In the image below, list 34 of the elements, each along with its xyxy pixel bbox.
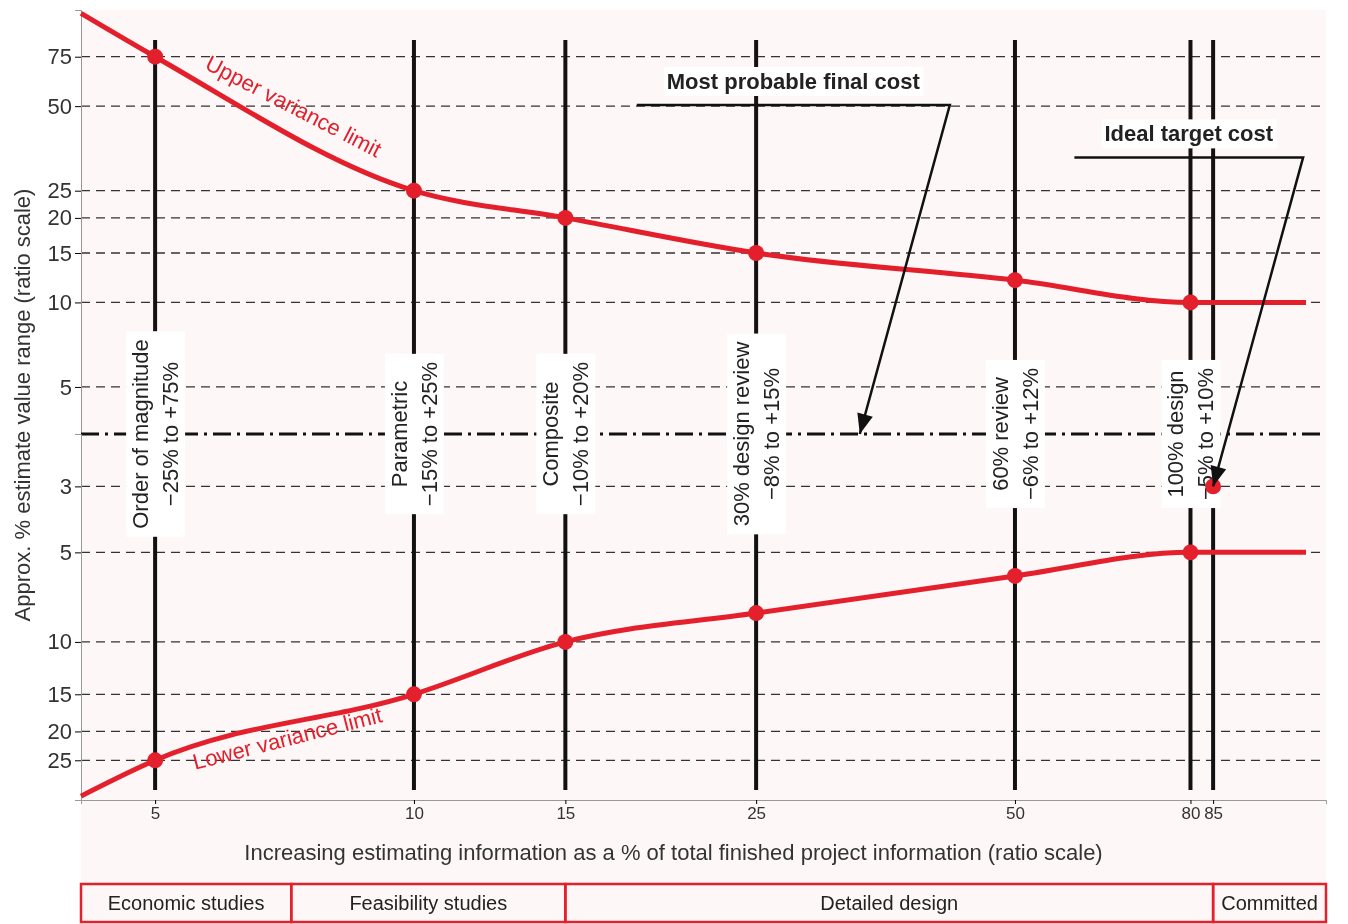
- x-axis-title: Increasing estimating information as a % of total finished project information (ratio scale): [244, 840, 1103, 865]
- ref-line-label: Order of magnitude −25% to +75%: [128, 339, 184, 529]
- band-label: Economic studies: [107, 892, 265, 914]
- x-tick-label: 80: [1181, 804, 1201, 824]
- x-tick-label: 15: [556, 804, 576, 824]
- ref-line-label: 30% design review −8% to +15%: [729, 341, 785, 527]
- band-label: Committed: [1221, 892, 1318, 914]
- x-tick-label: 50: [1006, 804, 1025, 824]
- x-tick-label: 10: [404, 804, 424, 824]
- y-axis-title: Approx. % estimate value range (ratio scale): [10, 188, 35, 622]
- y-tick-label: 15: [47, 681, 72, 707]
- y-tick-label: 10: [47, 629, 72, 655]
- band-label: Feasibility studies: [349, 892, 508, 914]
- y-tick-label: 20: [47, 205, 72, 231]
- y-tick-label: 75: [47, 44, 72, 70]
- ref-line-label: 60% review −6% to +12%: [987, 367, 1043, 501]
- y-tick-label: 50: [47, 93, 72, 119]
- y-tick-label: 20: [47, 718, 72, 744]
- annotation: Ideal target cost: [1104, 121, 1274, 147]
- y-tick-label: 3: [59, 473, 72, 499]
- y-tick-label: 10: [47, 289, 72, 315]
- text: Lower variance limit: [190, 702, 385, 775]
- annotation: Most probable final cost: [666, 69, 921, 94]
- x-tick-label: 5: [150, 804, 161, 824]
- y-tick-label: 15: [47, 240, 72, 266]
- x-tick-label: 85: [1204, 804, 1224, 824]
- y-tick-label: 25: [47, 747, 72, 773]
- ref-line-label: Composite −10% to +20%: [538, 361, 594, 507]
- y-tick-label: 25: [47, 178, 72, 204]
- band-label: Detailed design: [820, 892, 959, 914]
- x-tick-label: 25: [747, 804, 767, 824]
- y-tick-label: 5: [59, 374, 72, 400]
- ref-line-label: Parametric −15% to +25%: [386, 361, 442, 507]
- y-tick-label: 5: [59, 539, 72, 565]
